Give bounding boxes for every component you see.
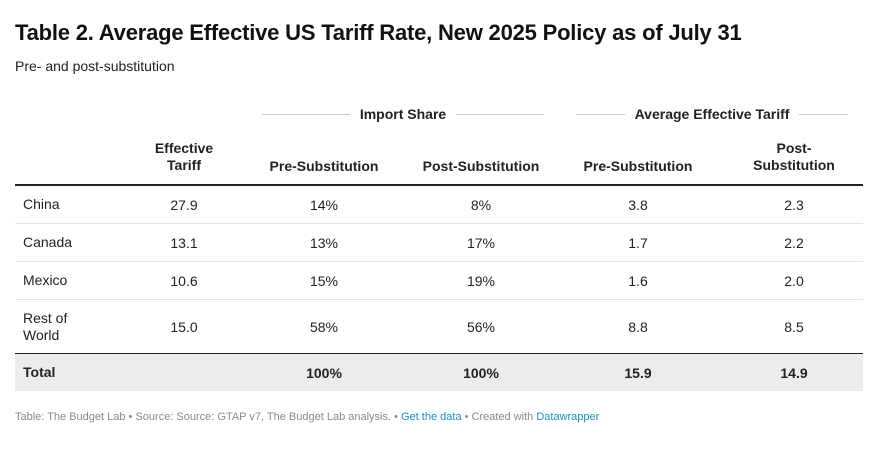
table-row: China 27.9 14% 8% 3.8 2.3 [15, 186, 863, 224]
footer-source: Table: The Budget Lab • Source: Source: … [15, 411, 402, 423]
cell-effective-tariff: 13.1 [170, 234, 198, 251]
footer-created: • Created with [461, 411, 537, 423]
group-label-import-share: Import Share [359, 106, 447, 122]
cell-tariff-post: 2.2 [784, 234, 804, 251]
group-rule-left [576, 113, 625, 115]
group-rule-left [262, 113, 350, 115]
cell-total-effective-tariff [124, 354, 244, 391]
datawrapper-link[interactable]: Datawrapper [536, 411, 600, 423]
group-header-import-share: Import Share [262, 104, 545, 124]
column-header-line: Post- [776, 140, 812, 156]
cell-tariff-post: 2.3 [784, 196, 804, 213]
header-rule [15, 184, 863, 186]
table-row: Canada 13.1 13% 17% 1.7 2.2 [15, 224, 863, 262]
cell-total-tariff-pre: 15.9 [624, 364, 652, 381]
table-title: Table 2. Average Effective US Tariff Rat… [15, 20, 742, 45]
column-header-line: Tariff [167, 157, 201, 173]
cell-import-post: 8% [470, 196, 492, 213]
group-label-average-tariff: Average Effective Tariff [634, 106, 790, 122]
column-header-effective-tariff: Effective Tariff [124, 140, 244, 174]
cell-total-import-pre: 100% [306, 364, 342, 381]
cell-import-pre: 13% [309, 234, 339, 251]
cell-tariff-post: 8.5 [784, 318, 804, 335]
group-rule-right [799, 113, 848, 115]
cell-tariff-pre: 3.8 [628, 196, 648, 213]
group-rule-right [456, 113, 545, 115]
cell-tariff-pre: 1.7 [628, 234, 648, 251]
cell-effective-tariff: 10.6 [170, 272, 198, 289]
group-header-average-tariff: Average Effective Tariff [576, 104, 848, 124]
column-header-tariff-post: Post- Substitution [734, 140, 854, 174]
table-footer: Table: The Budget Lab • Source: Source: … [15, 411, 599, 423]
cell-total-import-post: 100% [463, 364, 499, 381]
cell-total-label: Total [23, 364, 56, 380]
cell-tariff-pre: 1.6 [628, 272, 648, 289]
column-header-import-post: Post-Substitution [422, 158, 540, 174]
cell-import-post: 17% [466, 234, 496, 251]
cell-effective-tariff: 27.9 [170, 196, 198, 213]
cell-import-pre: 14% [309, 196, 339, 213]
column-header-tariff-pre: Pre-Substitution [583, 158, 693, 174]
cell-tariff-pre: 8.8 [628, 318, 648, 335]
total-rule [15, 353, 863, 354]
cell-country: Rest of World [23, 309, 68, 343]
cell-total-tariff-post: 14.9 [780, 364, 808, 381]
cell-import-post: 56% [466, 318, 496, 335]
get-the-data-link[interactable]: Get the data [401, 411, 462, 423]
cell-country: Canada [23, 234, 73, 250]
cell-import-post: 19% [466, 272, 496, 289]
column-header-line: Effective [154, 140, 214, 156]
column-header-line: Substitution [753, 157, 835, 173]
cell-country: Mexico [23, 272, 68, 288]
cell-country: China [23, 196, 60, 212]
cell-import-pre: 15% [309, 272, 339, 289]
cell-tariff-post: 2.0 [784, 272, 804, 289]
table-row: Mexico 10.6 15% 19% 1.6 2.0 [15, 262, 863, 300]
table-row: Rest of World 15.0 58% 56% 8.8 8.5 [15, 300, 863, 353]
cell-effective-tariff: 15.0 [170, 318, 198, 335]
table-subtitle: Pre- and post-substitution [15, 58, 175, 74]
total-row: Total 100% 100% 15.9 14.9 [15, 354, 863, 391]
column-header-import-pre: Pre-Substitution [269, 158, 379, 174]
cell-import-pre: 58% [309, 318, 339, 335]
